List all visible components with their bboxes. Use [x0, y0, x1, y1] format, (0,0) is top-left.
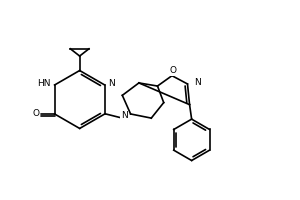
Text: O: O: [169, 66, 176, 75]
Text: HN: HN: [37, 79, 50, 88]
Text: N: N: [121, 110, 128, 119]
Text: N: N: [194, 78, 200, 87]
Text: N: N: [108, 79, 115, 88]
Text: O: O: [32, 109, 39, 118]
